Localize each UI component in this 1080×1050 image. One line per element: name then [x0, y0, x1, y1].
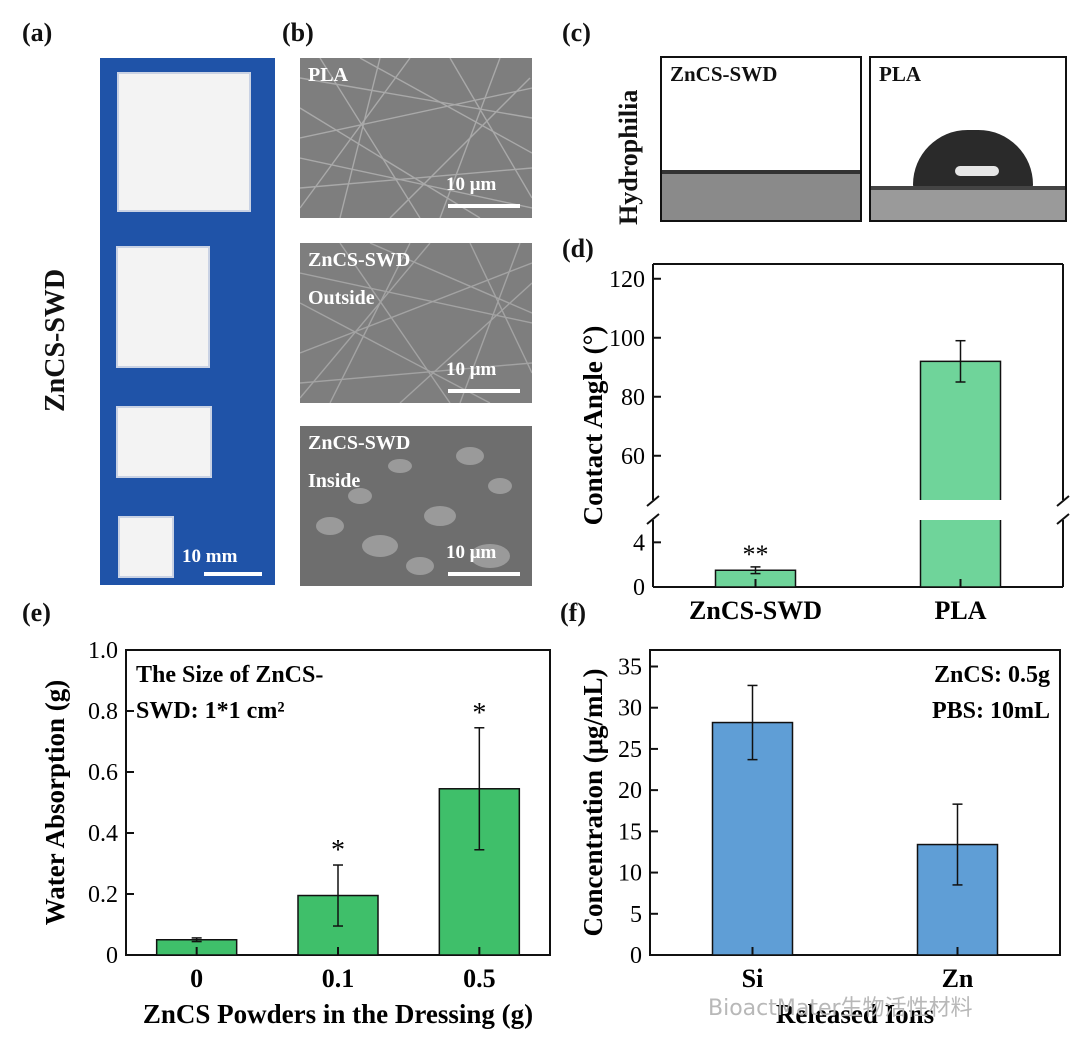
inset-text: ZnCS: 0.5g	[934, 662, 1050, 688]
panel-a-label: (a)	[22, 18, 53, 47]
y-axis-label: Contact Angle (°)	[578, 326, 608, 526]
panel-c-label: (c)	[562, 18, 591, 47]
panel-b-label: (b)	[282, 18, 314, 47]
x-axis-label: Released Ions	[776, 999, 934, 1029]
x-tick-label: Zn	[942, 964, 974, 993]
y-tick-label: 100	[609, 326, 645, 352]
hydrophilia-label: Hydrophilia	[614, 89, 643, 225]
sem-inside-scale-text: 10 μm	[446, 542, 497, 563]
contact-title-zncs: ZnCS-SWD	[670, 62, 778, 86]
y-tick-label: 0	[633, 575, 645, 601]
dressing-large	[117, 72, 251, 212]
axis-break-mark	[646, 495, 660, 507]
sem-image-pla: PLA 10 μm	[300, 58, 532, 218]
substrate-surface	[871, 186, 1065, 190]
panel-d-label: (d)	[562, 234, 594, 263]
dressing-photo: 10 mm	[100, 58, 275, 585]
inset-text: PBS: 10mL	[932, 698, 1050, 724]
y-tick-label: 0	[106, 943, 118, 969]
contact-title-pla: PLA	[879, 62, 921, 86]
contact-image-zncs: ZnCS-SWD	[660, 56, 862, 222]
y-tick-label: 30	[618, 696, 642, 722]
y-tick-label: 60	[621, 444, 645, 470]
plot-frame	[649, 649, 1061, 956]
x-tick-label: 0.1	[322, 964, 355, 993]
water-droplet	[913, 130, 1033, 190]
sem-inside-scale-bar	[448, 572, 520, 576]
sem-image-inside: ZnCS-SWD Inside 10 μm	[300, 426, 532, 586]
axis-break-mark	[646, 513, 660, 525]
significance-mark: **	[743, 540, 769, 569]
fiber-texture	[300, 58, 532, 218]
x-tick-label: Si	[742, 964, 764, 993]
sem-pla-scale-text: 10 μm	[446, 174, 497, 195]
particle-texture	[316, 447, 512, 575]
sem-inside-label-line2: Inside	[308, 470, 361, 492]
sem-outside-label-line1: ZnCS-SWD	[308, 249, 411, 271]
y-tick-label: 4	[633, 530, 645, 556]
sem-image-outside: ZnCS-SWD Outside 10 μm	[300, 243, 532, 403]
significance-mark: *	[331, 835, 345, 866]
inset-text: The Size of ZnCS-	[136, 662, 323, 688]
sem-outside-scale-bar	[448, 389, 520, 393]
y-tick-label: 20	[618, 778, 642, 804]
inset-text: SWD: 1*1 cm²	[136, 698, 285, 724]
significance-mark: *	[472, 698, 486, 729]
y-tick-label: 0.4	[88, 821, 118, 847]
photo-scale-bar	[204, 572, 262, 576]
dressing-medium	[116, 246, 210, 368]
y-tick-label: 80	[621, 385, 645, 411]
zncs-swd-side-label: ZnCS-SWD	[40, 268, 71, 412]
x-axis-label: ZnCS Powders in the Dressing (g)	[143, 999, 533, 1029]
y-tick-label: 15	[618, 819, 642, 845]
y-tick-label: 0.2	[88, 882, 118, 908]
y-tick-label: 0	[630, 943, 642, 969]
substrate-surface	[662, 170, 860, 174]
y-tick-label: 25	[618, 737, 642, 763]
x-tick-label: 0.5	[463, 964, 496, 993]
panel-e-label: (e)	[22, 598, 51, 627]
dressing-small	[116, 406, 212, 478]
y-tick-label: 0.6	[88, 760, 118, 786]
substrate	[662, 174, 860, 220]
panel-f-label: (f)	[560, 598, 586, 627]
sem-inside-label-line1: ZnCS-SWD	[308, 432, 411, 454]
sem-pla-scale-bar	[448, 204, 520, 208]
bar-break-gap	[919, 500, 1002, 520]
x-tick-label: PLA	[935, 596, 987, 625]
y-axis-label: Concentration (μg/mL)	[578, 668, 608, 936]
y-tick-label: 0.8	[88, 699, 118, 725]
y-axis-label: Water Absorption (g)	[40, 680, 70, 926]
axis-break-mark	[1056, 513, 1070, 525]
dressing-smallest	[118, 516, 174, 578]
axis-break-mark	[1056, 495, 1070, 507]
x-tick-label: 0	[190, 964, 203, 993]
y-tick-label: 1.0	[88, 638, 118, 664]
substrate	[871, 190, 1065, 220]
y-tick-label: 35	[618, 654, 642, 680]
y-tick-label: 10	[618, 861, 642, 887]
chart-f: 0 5 10 15 20 25 30 35 Si Zn Concentration (μg/mL) R…	[578, 649, 1061, 1029]
y-tick-label: 120	[609, 267, 645, 293]
bar	[919, 360, 1002, 588]
photo-scale-text: 10 mm	[182, 546, 238, 567]
chart-e: 0 0.2 0.4 0.6 0.8 1.0 0 0.1 * 0.5 * Water Absorptio…	[40, 638, 551, 1029]
x-tick-label: ZnCS-SWD	[689, 596, 822, 625]
sem-pla-label: PLA	[308, 64, 348, 86]
watermark-text: BioactMater生物活性材料	[708, 996, 973, 1021]
sem-outside-scale-text: 10 μm	[446, 359, 497, 380]
droplet-highlight	[955, 166, 999, 176]
sem-outside-label-line2: Outside	[308, 287, 375, 309]
chart-d: 0 4 60 80 100 120 ZnCS-SWD ** PLA Contact Angle (…	[578, 263, 1070, 625]
y-tick-label: 5	[630, 902, 642, 928]
fiber-texture	[300, 243, 532, 403]
contact-image-pla: PLA	[869, 56, 1067, 222]
